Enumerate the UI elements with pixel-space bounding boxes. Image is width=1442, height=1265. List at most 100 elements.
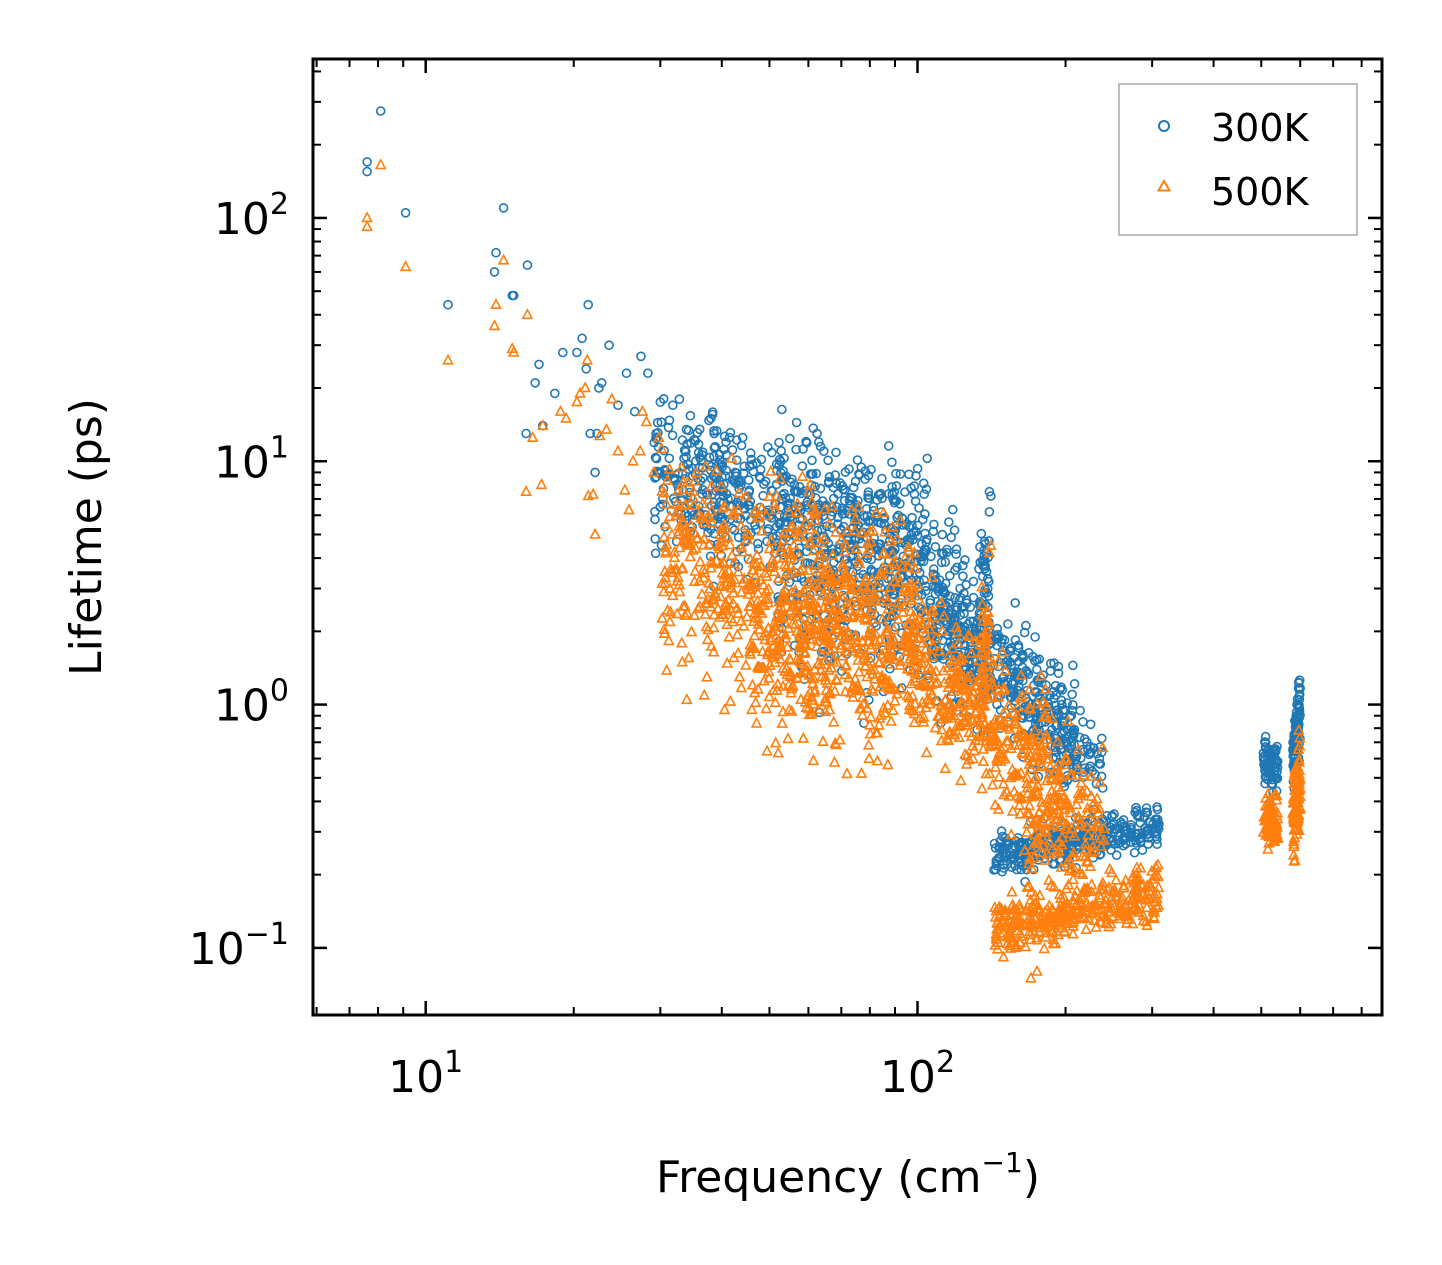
data-point-300k (1008, 684, 1019, 694)
data-point-500k (993, 746, 1006, 758)
data-point-500k (852, 653, 864, 665)
data-point-500k (748, 629, 761, 641)
data-point-300k (963, 619, 973, 629)
data-point-500k (749, 610, 762, 622)
data-point-500k (1053, 888, 1066, 900)
data-point-500k (916, 695, 929, 708)
data-point-500k (959, 748, 971, 760)
data-point-500k (975, 680, 988, 692)
data-point-500k (1024, 893, 1037, 905)
data-point-500k (922, 634, 934, 646)
data-point-300k (1096, 747, 1107, 758)
data-point-500k (1127, 892, 1140, 904)
data-point-500k (999, 664, 1012, 676)
data-point-500k (841, 767, 853, 779)
data-point-500k (976, 667, 989, 679)
data-point-500k (658, 623, 670, 635)
data-point-500k (865, 612, 878, 625)
data-point-500k (935, 596, 948, 608)
data-point-500k (814, 658, 827, 670)
data-point-300k (938, 609, 948, 620)
data-point-500k (701, 633, 714, 645)
data-point-300k (1272, 767, 1282, 777)
data-point-500k (773, 603, 786, 615)
data-point-500k (1005, 828, 1018, 840)
data-point-500k (681, 606, 694, 618)
data-point-500k (1095, 839, 1108, 851)
data-point-300k (1013, 642, 1024, 653)
data-point-300k (784, 433, 795, 444)
data-point-300k (1074, 732, 1085, 743)
data-point-500k (915, 621, 927, 633)
data-point-500k (1045, 878, 1057, 891)
data-point-300k (1022, 667, 1032, 678)
data-point-500k (791, 506, 804, 518)
data-point-500k (1055, 860, 1068, 872)
data-point-500k (697, 538, 710, 550)
data-point-500k (908, 653, 920, 665)
data-point-500k (845, 576, 857, 588)
data-point-300k (530, 378, 541, 388)
data-point-500k (830, 525, 842, 537)
data-point-500k (962, 676, 975, 688)
data-point-500k (960, 757, 973, 769)
data-point-500k (1006, 763, 1019, 775)
data-point-300k (583, 299, 594, 310)
data-point-500k (804, 593, 817, 605)
data-point-500k (668, 545, 681, 557)
data-point-300k (840, 467, 851, 477)
data-point-500k (716, 566, 729, 578)
data-point-300k (1095, 759, 1106, 769)
data-point-500k (618, 483, 631, 495)
data-point-300k (831, 447, 841, 458)
data-point-500k (806, 584, 819, 597)
data-point-300k (912, 530, 923, 541)
data-point-500k (955, 654, 967, 666)
data-point-500k (750, 716, 763, 728)
data-point-500k (785, 585, 798, 597)
data-point-500k (1028, 851, 1040, 863)
data-point-500k (1047, 808, 1059, 820)
data-point-500k (815, 579, 828, 591)
data-point-500k (828, 684, 841, 696)
data-point-500k (950, 620, 963, 632)
data-point-500k (744, 575, 757, 587)
data-point-500k (640, 415, 653, 427)
data-point-500k (1151, 887, 1164, 899)
data-point-500k (704, 555, 717, 567)
data-point-500k (964, 669, 977, 681)
data-point-300k (1069, 678, 1080, 689)
data-point-500k (784, 669, 796, 682)
data-point-500k (1074, 818, 1086, 830)
data-point-500k (725, 451, 738, 463)
data-point-500k (721, 604, 733, 616)
data-point-500k (1260, 822, 1272, 834)
data-point-500k (1094, 831, 1107, 843)
data-point-500k (705, 479, 718, 491)
data-point-300k (1041, 680, 1051, 690)
data-point-300k (774, 437, 784, 448)
data-point-300k (900, 487, 910, 497)
data-point-500k (767, 559, 779, 571)
data-point-500k (773, 637, 786, 649)
data-point-500k (1144, 880, 1156, 892)
data-point-300k (918, 556, 929, 567)
data-point-500k (864, 654, 877, 666)
data-point-500k (897, 600, 910, 612)
data-point-500k (589, 527, 601, 539)
data-point-500k (786, 519, 799, 531)
data-point-500k (1026, 754, 1039, 766)
legend-label-500k: 500K (1211, 170, 1310, 214)
data-point-300k (993, 661, 1004, 672)
data-point-500k (497, 253, 510, 265)
data-point-500k (834, 733, 846, 745)
data-point-500k (818, 502, 831, 514)
data-point-500k (886, 631, 899, 643)
data-point-500k (671, 485, 684, 497)
data-point-500k (836, 625, 848, 637)
data-point-500k (806, 495, 818, 507)
data-point-500k (992, 655, 1005, 667)
data-point-500k (948, 681, 961, 693)
data-point-500k (676, 655, 689, 667)
data-point-300k (895, 498, 905, 509)
